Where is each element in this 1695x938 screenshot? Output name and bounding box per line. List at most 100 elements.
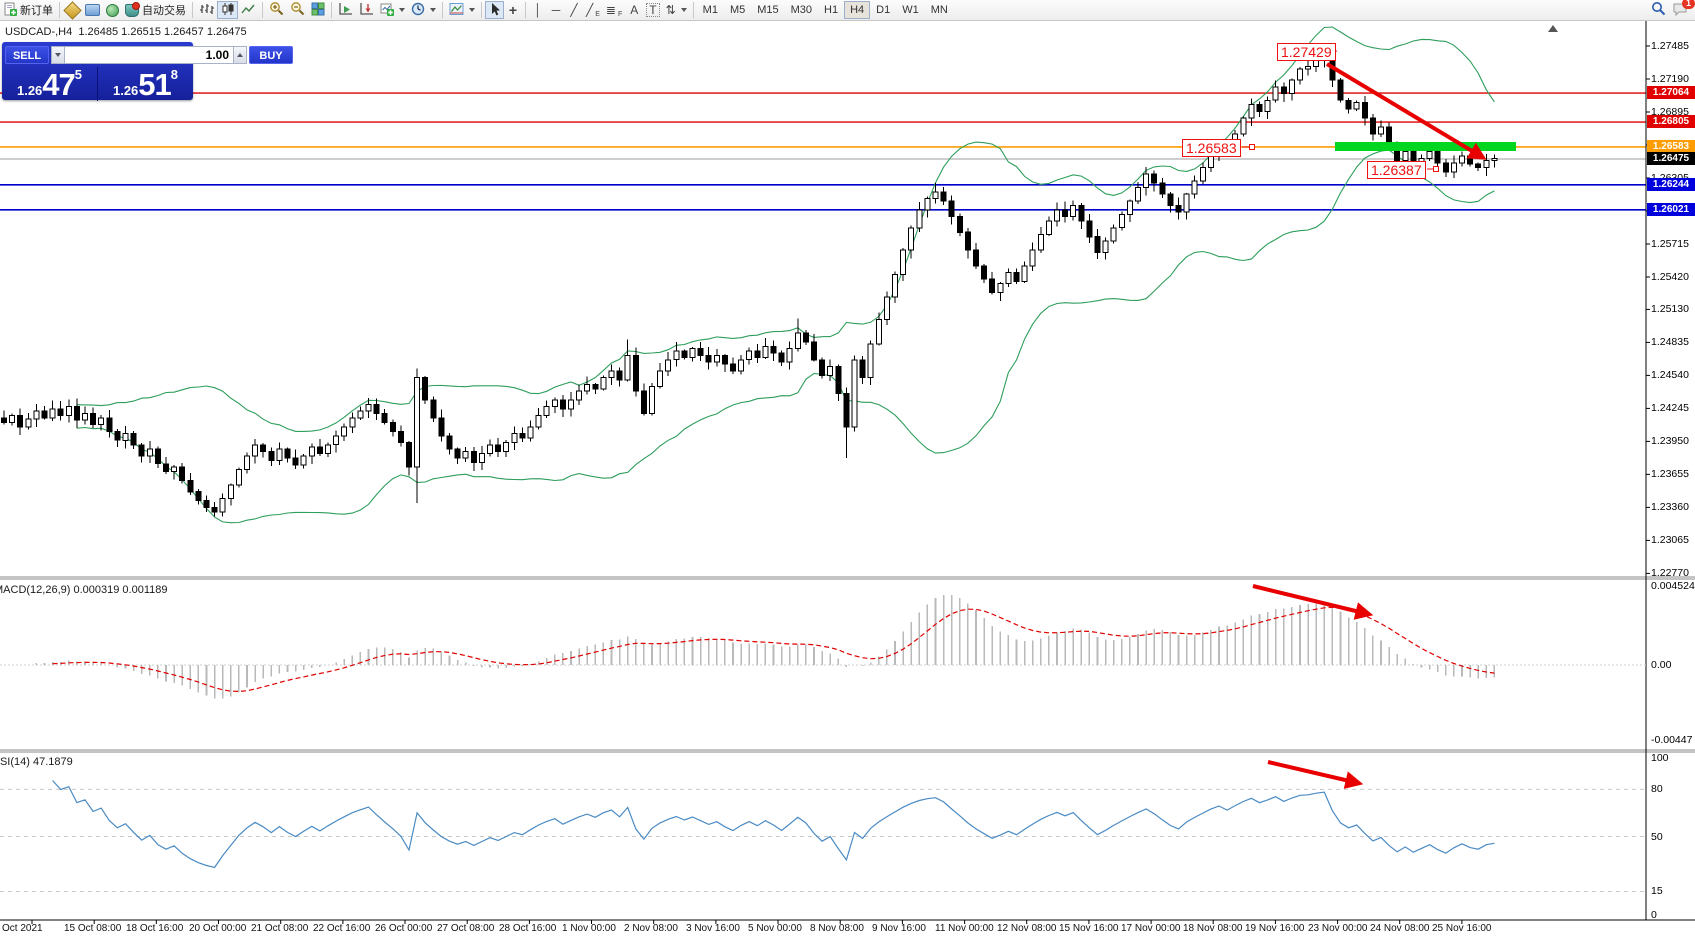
time-label: 15 Nov 16:00 bbox=[1059, 923, 1119, 934]
price-tick: 1.24245 bbox=[1651, 402, 1689, 414]
cursor-button[interactable] bbox=[485, 1, 504, 19]
price-tick: 1.23360 bbox=[1651, 501, 1689, 513]
time-label: 19 Nov 16:00 bbox=[1245, 923, 1305, 934]
templates-button[interactable] bbox=[446, 1, 478, 19]
price-tick: 1.23950 bbox=[1651, 435, 1689, 447]
toolbar-separator bbox=[442, 2, 443, 18]
timeframe-h4[interactable]: H4 bbox=[844, 1, 871, 19]
notification-badge: 1 bbox=[1682, 0, 1695, 9]
macd-label: MACD(12,26,9) 0.000319 0.001189 bbox=[0, 584, 168, 596]
time-label: 27 Oct 08:00 bbox=[437, 923, 495, 934]
chart-shift-button[interactable] bbox=[356, 1, 377, 19]
timeframe-m15[interactable]: M15 bbox=[751, 1, 784, 19]
search-button[interactable] bbox=[1648, 1, 1669, 19]
toolbar-separator bbox=[525, 2, 526, 18]
time-label: 5 Nov 00:00 bbox=[748, 923, 802, 934]
toolbar-separator bbox=[59, 2, 60, 18]
timeframe-m30[interactable]: M30 bbox=[785, 1, 818, 19]
time-label: 25 Nov 16:00 bbox=[1432, 923, 1492, 934]
rsi-scale-50: 50 bbox=[1651, 831, 1663, 843]
sell-price[interactable]: 1.26 47 5 bbox=[16, 67, 83, 102]
text-label-icon: T bbox=[646, 3, 660, 17]
bar-chart-button[interactable] bbox=[196, 1, 217, 19]
toolbar-separator bbox=[192, 2, 193, 18]
toolbar: 新订单 自动交易 + │ ─ ╱ ╱ E ≣ F A T bbox=[0, 0, 1695, 21]
ohlc-values: 1.26485 1.26515 1.26457 1.26475 bbox=[78, 26, 247, 38]
timeframe-w1[interactable]: W1 bbox=[896, 1, 925, 19]
price-tick: 1.23065 bbox=[1651, 534, 1689, 546]
volume-input[interactable] bbox=[65, 46, 233, 64]
arrows-tool[interactable]: ⇅ bbox=[663, 1, 690, 19]
metaeditor-button[interactable] bbox=[63, 0, 82, 20]
macd-scale-zero: 0.00 bbox=[1651, 659, 1672, 671]
price-callout[interactable]: 1.26387 bbox=[1367, 161, 1426, 179]
signals-button[interactable] bbox=[103, 1, 122, 19]
time-label: 2 Nov 08:00 bbox=[624, 923, 678, 934]
horizontal-line-icon: ─ bbox=[551, 3, 561, 17]
price-badge: 1.26475 bbox=[1647, 152, 1695, 165]
price-tick: 1.27190 bbox=[1651, 73, 1689, 85]
candlestick-chart-icon bbox=[220, 2, 235, 19]
fibonacci-tool[interactable]: ≣ F bbox=[603, 1, 625, 19]
zoom-out-icon bbox=[290, 1, 305, 19]
chart-shift-icon bbox=[359, 2, 374, 19]
time-label: 18 Oct 16:00 bbox=[126, 923, 184, 934]
chevron-down-icon bbox=[399, 8, 405, 12]
tile-windows-button[interactable] bbox=[308, 1, 328, 19]
triangle-up-icon bbox=[237, 53, 243, 57]
price-badge: 1.26244 bbox=[1647, 178, 1695, 191]
time-label: 24 Nov 08:00 bbox=[1370, 923, 1430, 934]
buy-price[interactable]: 1.26 51 8 bbox=[112, 67, 179, 102]
price-tick: 1.24835 bbox=[1651, 336, 1689, 348]
buy-button[interactable]: BUY bbox=[249, 46, 293, 64]
price-tick: 1.25420 bbox=[1651, 271, 1689, 283]
cursor-icon bbox=[488, 2, 501, 19]
macd-scale-top: 0.004524 bbox=[1651, 580, 1695, 592]
text-tool[interactable]: A bbox=[625, 1, 643, 19]
equidistant-channel-tool[interactable]: ╱ E bbox=[583, 1, 603, 19]
crosshair-icon: + bbox=[508, 2, 518, 18]
candlestick-chart-button[interactable] bbox=[217, 1, 238, 19]
time-label: 23 Nov 00:00 bbox=[1308, 923, 1368, 934]
notifications-button[interactable]: 1 bbox=[1669, 0, 1695, 19]
trendline-tool[interactable]: ╱ bbox=[565, 1, 583, 19]
auto-scroll-button[interactable] bbox=[335, 1, 356, 19]
time-label: 28 Oct 16:00 bbox=[499, 923, 557, 934]
timeframe-m5[interactable]: M5 bbox=[724, 1, 751, 19]
zoom-out-button[interactable] bbox=[287, 1, 308, 19]
price-badge: 1.26021 bbox=[1647, 203, 1695, 216]
line-chart-button[interactable] bbox=[238, 1, 259, 19]
price-callout[interactable]: 1.27429 bbox=[1277, 43, 1336, 61]
toolbar-separator bbox=[331, 2, 332, 18]
auto-trading-button[interactable]: 自动交易 bbox=[122, 1, 189, 19]
terminal-button[interactable] bbox=[82, 1, 103, 19]
metaeditor-icon bbox=[63, 0, 82, 20]
new-order-button[interactable]: 新订单 bbox=[0, 1, 56, 19]
vertical-line-tool[interactable]: │ bbox=[529, 1, 547, 19]
line-chart-icon bbox=[241, 2, 256, 19]
zoom-in-button[interactable] bbox=[266, 1, 287, 19]
terminal-icon bbox=[85, 4, 100, 16]
horizontal-line-tool[interactable]: ─ bbox=[547, 1, 565, 19]
periods-button[interactable] bbox=[408, 1, 439, 19]
timeframe-m1[interactable]: M1 bbox=[697, 1, 724, 19]
text-icon: A bbox=[630, 3, 639, 17]
time-label: 21 Oct 08:00 bbox=[251, 923, 309, 934]
text-label-tool[interactable]: T bbox=[643, 1, 662, 19]
time-label: Oct 2021 bbox=[2, 923, 43, 934]
toolbar-separator bbox=[692, 2, 694, 18]
price-callout[interactable]: 1.26583 bbox=[1182, 139, 1241, 157]
crosshair-button[interactable]: + bbox=[504, 1, 522, 19]
price-tick: 1.23655 bbox=[1651, 468, 1689, 480]
price-badge: 1.26583 bbox=[1647, 140, 1695, 153]
volume-increase-button[interactable] bbox=[233, 46, 247, 64]
new-chart-button[interactable] bbox=[377, 1, 408, 19]
timeframe-h1[interactable]: H1 bbox=[818, 1, 844, 19]
timeframe-mn[interactable]: MN bbox=[925, 1, 954, 19]
sell-button[interactable]: SELL bbox=[5, 46, 49, 64]
scroll-marker-icon bbox=[1548, 25, 1558, 32]
volume-decrease-button[interactable] bbox=[51, 46, 65, 64]
chart-title: USDCAD-,H4 1.26485 1.26515 1.26457 1.264… bbox=[5, 26, 247, 38]
timeframe-d1[interactable]: D1 bbox=[870, 1, 896, 19]
